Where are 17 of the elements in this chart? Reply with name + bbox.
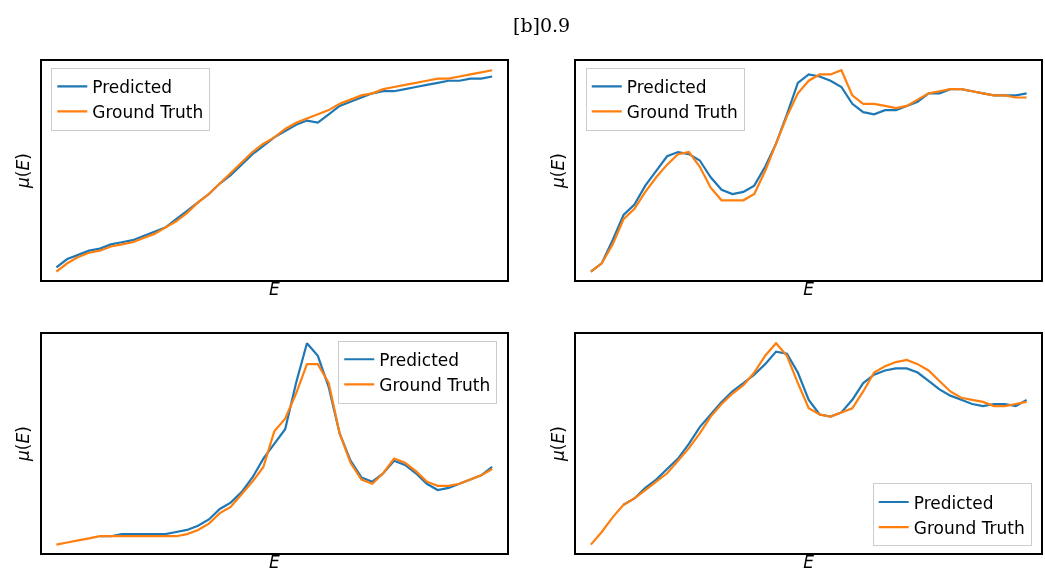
y-axis-title: μ(E) xyxy=(547,153,568,190)
chart-title: [b]0.9 xyxy=(513,14,571,36)
x-axis-title: E xyxy=(803,551,815,572)
y-axis-title: μ(E) xyxy=(13,426,34,462)
y-axis-title: μ(E) xyxy=(547,426,568,462)
legend-label: Ground Truth xyxy=(913,517,1025,538)
legend-label: Ground Truth xyxy=(626,102,738,123)
legend-label: Ground Truth xyxy=(92,102,204,123)
x-axis-title: E xyxy=(268,551,280,572)
y-axis-title: μ(E) xyxy=(13,153,34,190)
legend-label: Predicted xyxy=(379,349,460,370)
x-axis-title: E xyxy=(803,278,815,299)
legend-label: Ground Truth xyxy=(379,374,491,395)
legend-label: Predicted xyxy=(626,76,707,97)
legend-label: Predicted xyxy=(913,492,994,513)
x-axis-title: E xyxy=(268,278,280,299)
legend-label: Predicted xyxy=(92,76,173,97)
